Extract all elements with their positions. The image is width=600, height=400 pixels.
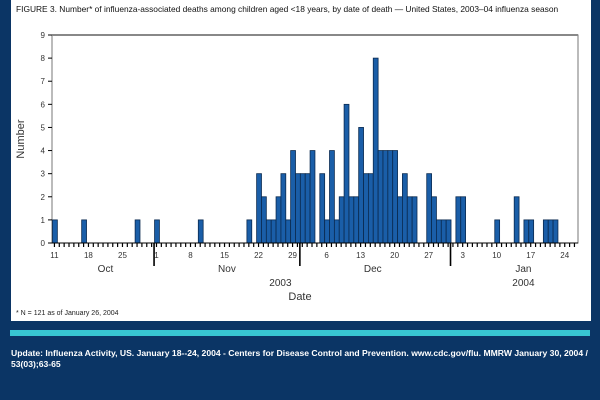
bar	[319, 173, 326, 244]
bar	[542, 219, 549, 244]
bar	[246, 219, 253, 244]
bar	[552, 219, 559, 244]
bar	[528, 219, 535, 244]
bar	[275, 196, 282, 244]
month-label: Nov	[218, 264, 236, 275]
bar	[494, 219, 501, 244]
bar	[324, 219, 330, 244]
divider-bar	[10, 330, 590, 336]
year-label: 2004	[512, 278, 535, 289]
x-tick-label: 3	[460, 251, 465, 260]
y-tick-label: 9	[41, 31, 46, 40]
bar	[256, 173, 262, 244]
x-axis-label: Date	[288, 291, 311, 303]
bar	[154, 219, 160, 244]
bar	[265, 219, 272, 244]
bar	[397, 196, 403, 244]
bar	[367, 173, 374, 244]
month-label: Oct	[98, 264, 114, 275]
bar	[329, 150, 335, 244]
x-tick-label: 22	[254, 251, 263, 260]
bar	[333, 219, 340, 244]
bar	[445, 219, 452, 244]
year-label: 2003	[269, 278, 292, 289]
x-tick-label: 17	[526, 251, 535, 260]
bar	[134, 219, 141, 244]
bar	[440, 219, 447, 244]
bar	[280, 173, 287, 244]
bar	[358, 127, 364, 244]
y-tick-label: 6	[41, 100, 46, 109]
bar	[460, 196, 466, 244]
bar	[348, 196, 355, 244]
bar	[295, 173, 301, 244]
bar	[523, 219, 530, 244]
y-axis-label: Number	[15, 119, 27, 158]
bar	[547, 219, 554, 244]
x-tick-label: 20	[390, 251, 399, 260]
x-tick-label: 18	[84, 251, 93, 260]
bar	[392, 150, 398, 244]
x-tick-label: 1	[154, 251, 159, 260]
bar	[261, 196, 267, 244]
x-tick-label: 6	[324, 251, 329, 260]
x-tick-label: 11	[50, 251, 59, 260]
bar	[372, 57, 379, 244]
x-tick-label: 10	[492, 251, 501, 260]
bar	[411, 196, 418, 244]
bar	[81, 219, 87, 244]
bar	[343, 103, 350, 244]
footnote: * N = 121 as of January 26, 2004	[16, 310, 119, 317]
y-tick-label: 0	[41, 239, 46, 248]
y-tick-label: 8	[41, 54, 46, 63]
bar	[304, 173, 311, 244]
bar	[431, 196, 437, 244]
y-tick-label: 4	[41, 147, 46, 156]
bar	[270, 219, 277, 244]
x-tick-label: 13	[356, 251, 365, 260]
x-tick-label: 29	[288, 251, 297, 260]
bar	[455, 196, 462, 244]
bar	[382, 150, 389, 244]
bar	[426, 173, 432, 244]
bar	[290, 150, 296, 244]
bar	[377, 150, 384, 244]
source-citation: Update: Influenza Activity, US. January …	[11, 348, 588, 369]
bar	[363, 173, 369, 244]
bar	[197, 219, 204, 244]
bar	[299, 173, 306, 244]
figure-title: FIGURE 3. Number* of influenza-associate…	[16, 4, 559, 14]
bar	[406, 196, 413, 244]
month-label: Dec	[364, 264, 382, 275]
bar	[52, 219, 58, 244]
x-tick-label: 25	[118, 251, 127, 260]
bar	[338, 196, 345, 244]
bar	[436, 219, 442, 244]
y-tick-label: 2	[41, 193, 46, 202]
bar	[285, 219, 292, 244]
bar	[513, 196, 520, 244]
y-tick-label: 5	[41, 123, 46, 132]
x-tick-label: 24	[560, 251, 569, 260]
figure-panel	[11, 0, 591, 321]
y-tick-label: 7	[41, 77, 46, 86]
bar	[353, 196, 360, 244]
x-tick-label: 27	[424, 251, 433, 260]
x-tick-label: 15	[220, 251, 229, 260]
y-tick-label: 3	[41, 170, 46, 179]
bar	[402, 173, 408, 244]
x-tick-label: 8	[188, 251, 193, 260]
bar	[387, 150, 394, 244]
bar	[309, 150, 316, 244]
month-label: Jan	[515, 264, 531, 275]
y-tick-label: 1	[41, 216, 46, 225]
